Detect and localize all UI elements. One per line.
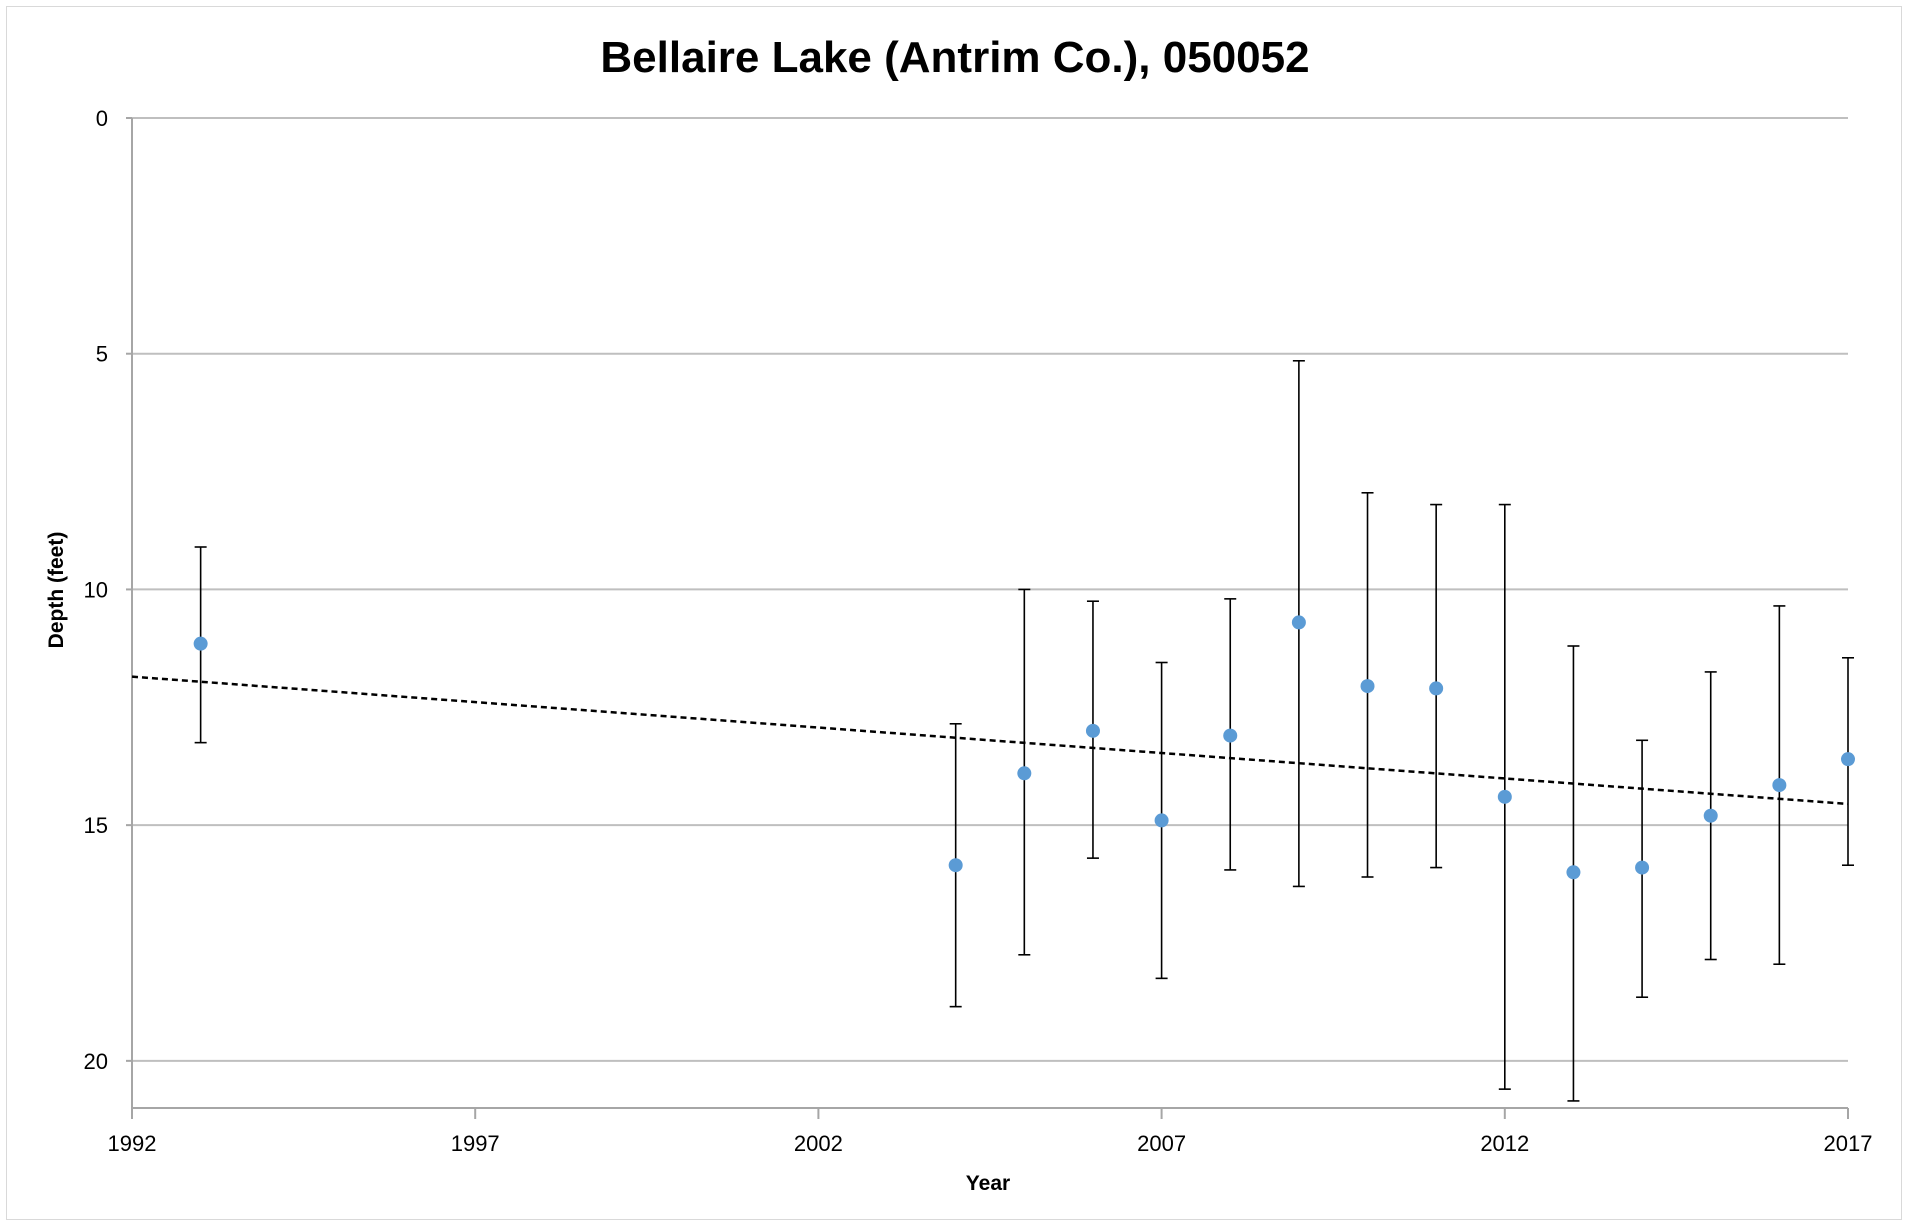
error-bars — [194, 359, 1854, 1102]
y-axis-title: Depth (feet) — [45, 532, 68, 649]
x-tick-label: 2017 — [1824, 1131, 1873, 1156]
data-point — [1635, 860, 1650, 875]
data-point — [193, 636, 208, 651]
y-tick-label: 20 — [84, 1049, 108, 1074]
x-tick-label: 2002 — [794, 1131, 843, 1156]
data-point — [1360, 679, 1375, 694]
y-tick-label: 5 — [96, 342, 108, 367]
data-point — [1497, 789, 1512, 804]
chart-title: Bellaire Lake (Antrim Co.), 050052 — [600, 33, 1309, 82]
x-tick-label: 1997 — [451, 1131, 500, 1156]
data-point — [948, 858, 963, 873]
y-tick-label: 0 — [96, 106, 108, 131]
data-point — [1291, 615, 1306, 630]
axes: 0 5 10 15 20 1992 1997 2002 2007 2012 2017 — [84, 106, 1873, 1156]
trendline-layer — [131, 675, 1849, 806]
data-point — [1085, 723, 1100, 738]
data-point — [1223, 728, 1238, 743]
trendline — [131, 675, 1849, 806]
data-point — [1566, 865, 1581, 880]
x-tick-label: 1992 — [108, 1131, 157, 1156]
data-point — [1154, 813, 1169, 828]
chart-frame — [6, 6, 1902, 1220]
y-tick-label: 15 — [84, 813, 108, 838]
gridlines — [132, 117, 1848, 1062]
data-point — [1772, 778, 1787, 793]
y-tick-label: 10 — [84, 577, 108, 602]
x-axis-title: Year — [966, 1172, 1010, 1195]
data-point — [1429, 681, 1444, 696]
data-point — [1703, 808, 1718, 823]
data-points — [193, 615, 1855, 880]
data-point — [1841, 752, 1855, 767]
x-tick-label: 2012 — [1480, 1131, 1529, 1156]
data-point — [1017, 766, 1032, 781]
x-tick-label: 2007 — [1137, 1131, 1186, 1156]
